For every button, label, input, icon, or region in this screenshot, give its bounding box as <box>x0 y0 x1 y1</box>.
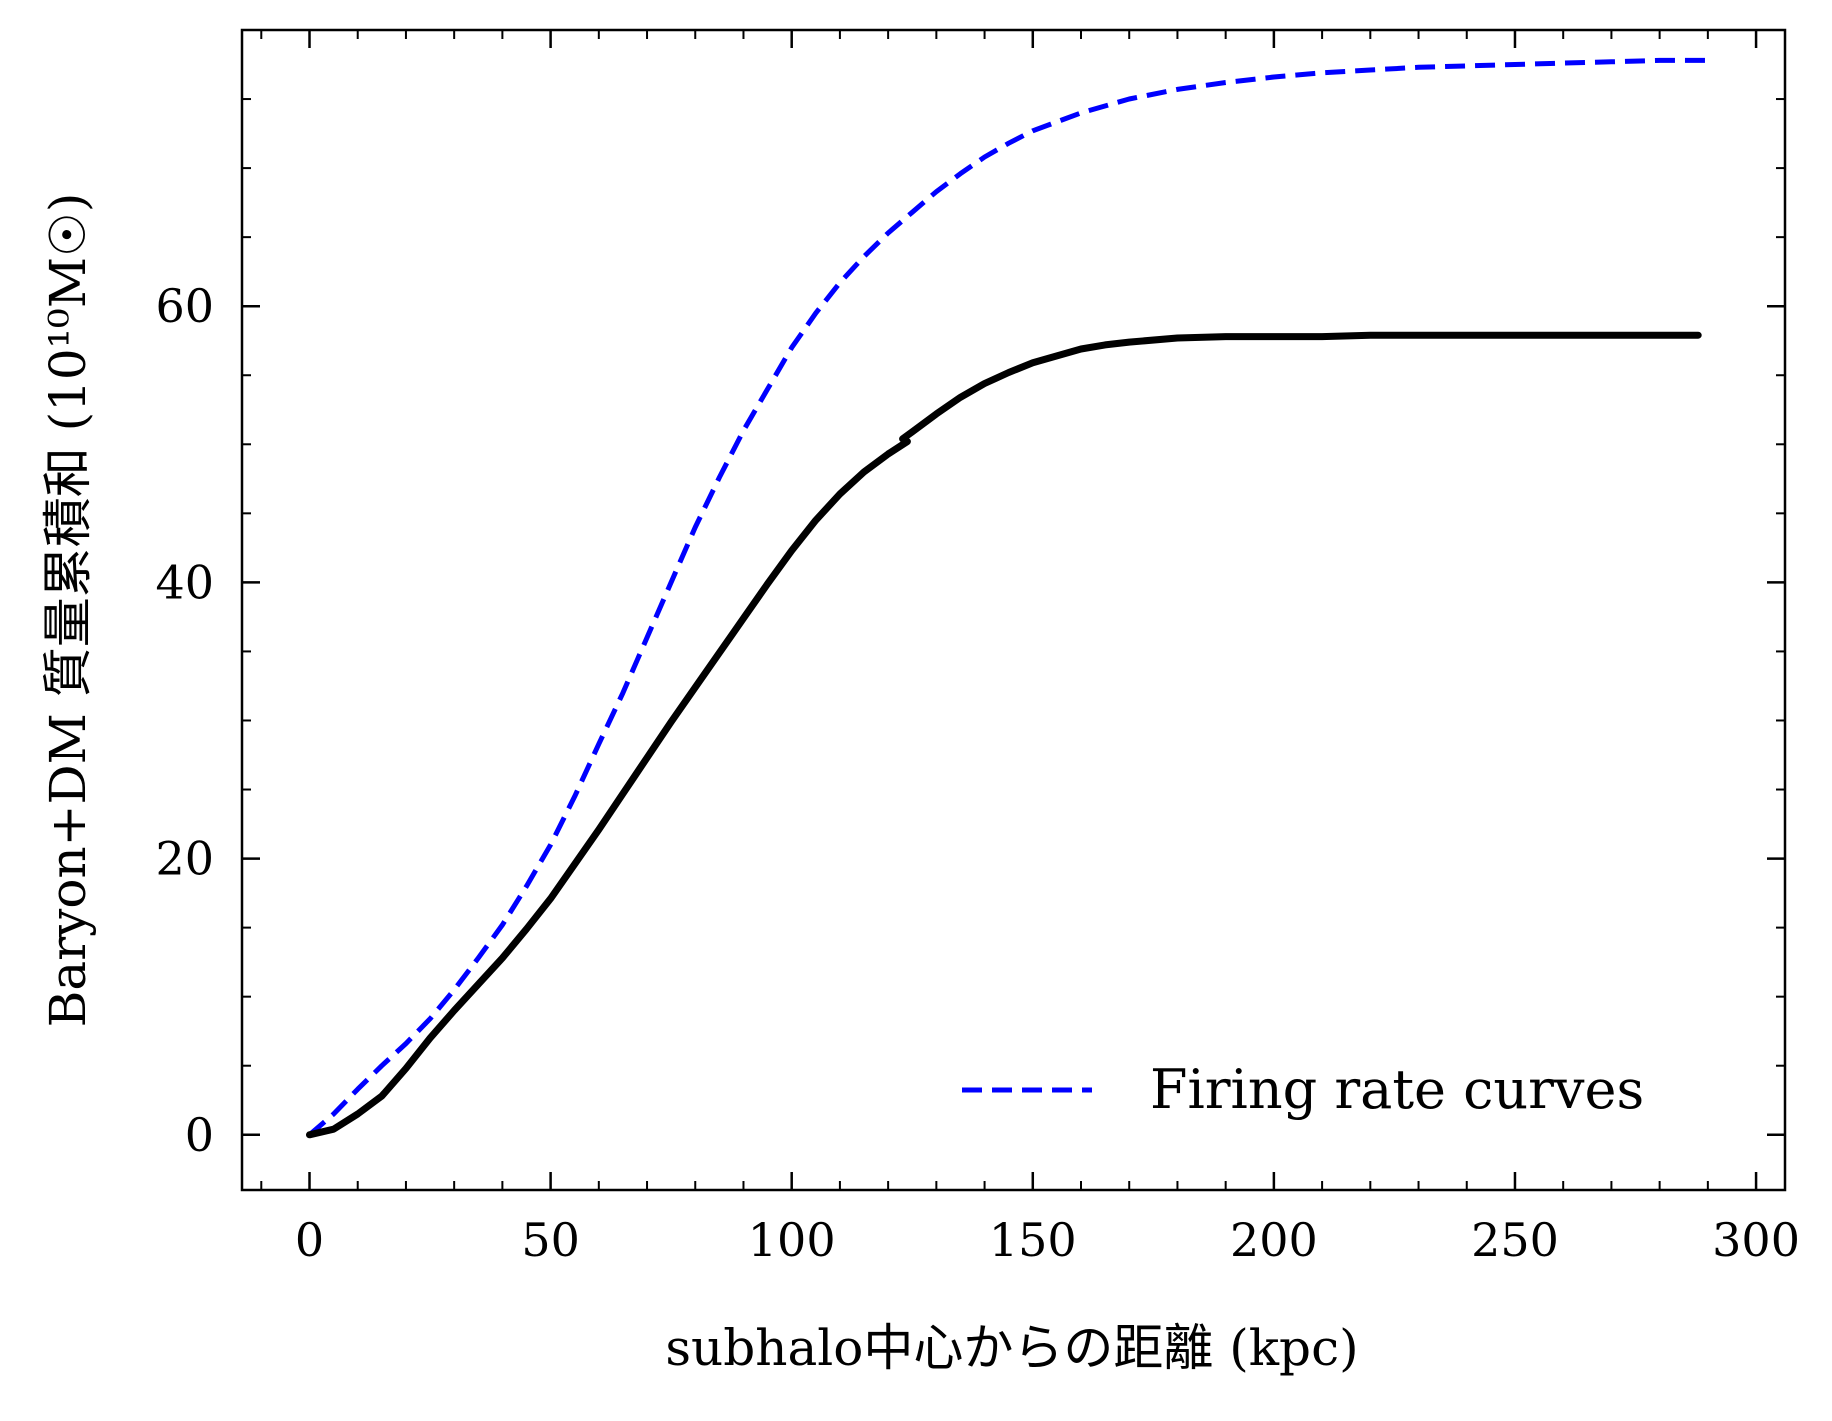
x-tick-label: 100 <box>748 1213 836 1267</box>
y-tick-labels: 0 20 40 60 <box>155 279 214 1162</box>
y-tick-label: 0 <box>185 1108 214 1162</box>
x-tick-label: 150 <box>989 1213 1077 1267</box>
y-axis-label: Baryon+DM 質量累積和 (10¹⁰M☉) <box>39 193 97 1028</box>
x-axis-label: subhalo中心からの距離 (kpc) <box>665 1319 1358 1377</box>
y-tick-label: 20 <box>155 832 214 886</box>
legend-label-firing-rate: Firing rate curves <box>1150 1058 1644 1121</box>
x-tick-labels: 0 50 100 150 200 250 300 <box>295 1213 1800 1267</box>
series-line-mass-1 <box>306 438 911 1139</box>
y-tick-label: 60 <box>155 279 214 333</box>
legend: Firing rate curves <box>962 1058 1644 1121</box>
y-tick-label: 40 <box>155 555 214 609</box>
x-tick-label: 0 <box>295 1213 324 1267</box>
x-tick-label: 250 <box>1471 1213 1559 1267</box>
plot-frame <box>240 28 1787 1192</box>
x-tick-label: 200 <box>1230 1213 1318 1267</box>
x-tick-label: 50 <box>521 1213 580 1267</box>
axis-ticks <box>242 29 1785 1190</box>
series-line-mass-2 <box>899 331 1702 443</box>
x-tick-label: 300 <box>1712 1213 1800 1267</box>
series-layer <box>306 57 1708 1139</box>
series-line-firing-rate <box>307 57 1708 1137</box>
